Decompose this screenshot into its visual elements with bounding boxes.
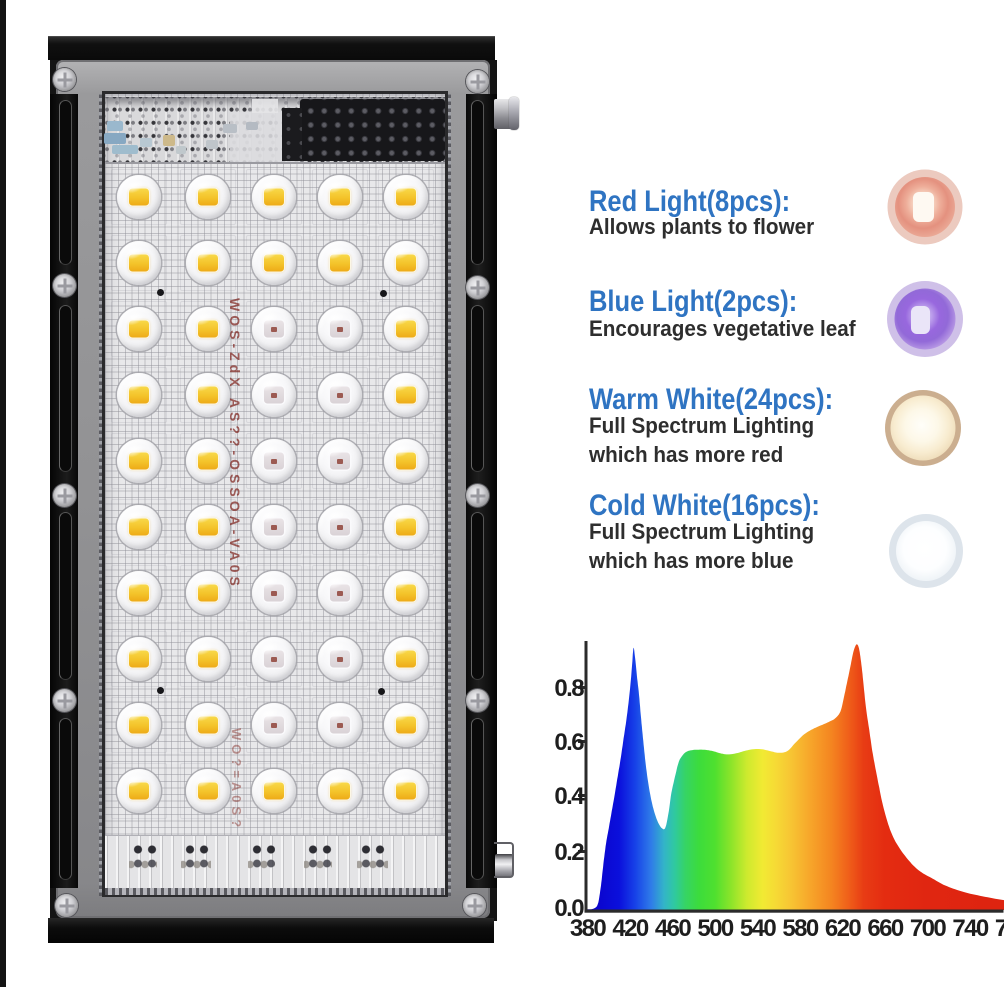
svg-text:0.8: 0.8 — [554, 675, 584, 702]
svg-text:740: 740 — [952, 915, 988, 942]
svg-text:540: 540 — [740, 915, 776, 942]
svg-text:500: 500 — [697, 915, 733, 942]
svg-text:0.4: 0.4 — [554, 783, 585, 810]
svg-text:700: 700 — [910, 915, 946, 942]
svg-text:0.6: 0.6 — [554, 729, 584, 756]
svg-text:780: 780 — [995, 915, 1004, 942]
svg-text:0.2: 0.2 — [554, 839, 584, 866]
svg-text:380: 380 — [570, 915, 606, 942]
svg-text:620: 620 — [825, 915, 861, 942]
svg-text:660: 660 — [867, 915, 903, 942]
svg-text:460: 460 — [655, 915, 691, 942]
svg-text:0.0: 0.0 — [554, 895, 584, 922]
svg-text:420: 420 — [612, 915, 648, 942]
svg-text:580: 580 — [782, 915, 818, 942]
